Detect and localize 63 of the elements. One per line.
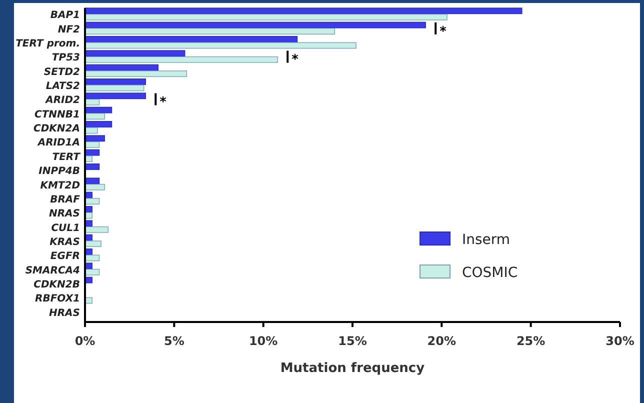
legend-label: COSMIC <box>462 265 518 281</box>
bar <box>84 78 146 85</box>
bar <box>84 141 100 148</box>
bar <box>84 36 298 42</box>
annotation: * <box>292 52 299 68</box>
bar <box>84 164 100 170</box>
bar <box>84 135 105 142</box>
bar <box>84 268 100 276</box>
y-tick-label: SMARCA4 <box>25 265 80 276</box>
y-tick-label: NRAS <box>48 208 80 220</box>
bar <box>84 98 100 106</box>
y-tick-label: INPP4B <box>38 166 80 178</box>
bar <box>84 127 98 134</box>
x-tick-label: 5% <box>164 334 184 348</box>
y-tick-label: EGFR <box>50 251 80 262</box>
y-tick-label: TP53 <box>52 52 80 64</box>
x-tick-label: 30% <box>606 334 634 348</box>
bar <box>84 92 146 100</box>
y-tick-label: ARID2 <box>44 95 80 106</box>
bar <box>84 22 426 28</box>
y-tick-label: NF2 <box>58 24 80 36</box>
y-tick-label: RBFOX1 <box>35 294 80 305</box>
bar <box>84 56 278 63</box>
y-tick-label: KRAS <box>50 236 80 248</box>
bar <box>84 178 100 184</box>
x-tick-label: 20% <box>427 334 456 348</box>
y-tick-label: CUL1 <box>51 222 80 234</box>
bar <box>84 70 187 77</box>
bar <box>84 106 112 114</box>
bar <box>84 64 158 71</box>
bar <box>84 50 186 57</box>
bar <box>84 240 102 248</box>
y-tick-label: CTNNB1 <box>34 109 80 120</box>
annotation: * <box>160 95 167 110</box>
bar <box>84 198 100 205</box>
x-tick-label: 10% <box>248 334 278 348</box>
bar <box>84 120 112 128</box>
y-tick-label: CDKN2B <box>34 279 80 290</box>
bar <box>84 28 336 34</box>
y-tick-label: KMT2D <box>40 180 80 192</box>
x-tick-label: 25% <box>516 334 546 348</box>
y-tick-label: TERT prom. <box>16 38 80 50</box>
bar <box>84 184 105 190</box>
y-tick-label: CDKN2A <box>34 124 80 135</box>
x-axis-title: Mutation frequency <box>280 361 426 376</box>
bar <box>84 254 100 262</box>
y-tick-label: TERT <box>52 152 82 163</box>
bar <box>84 14 448 20</box>
bar <box>84 42 356 49</box>
y-tick-label: BRAF <box>50 194 80 206</box>
y-tick-label: HRAS <box>48 308 80 319</box>
bar <box>84 84 144 92</box>
y-tick-label: BAP1 <box>50 10 80 22</box>
y-tick-label: ARID1A <box>36 138 80 149</box>
x-tick-label: 15% <box>338 334 367 348</box>
y-tick-label: LATS2 <box>46 81 80 92</box>
legend-label: Inserm <box>462 232 510 248</box>
bar <box>84 113 105 120</box>
y-tick-label: SETD2 <box>44 66 80 78</box>
annotation: * <box>440 24 447 40</box>
bar <box>84 8 522 14</box>
x-tick-label: 0% <box>74 334 96 348</box>
bar <box>84 226 109 233</box>
